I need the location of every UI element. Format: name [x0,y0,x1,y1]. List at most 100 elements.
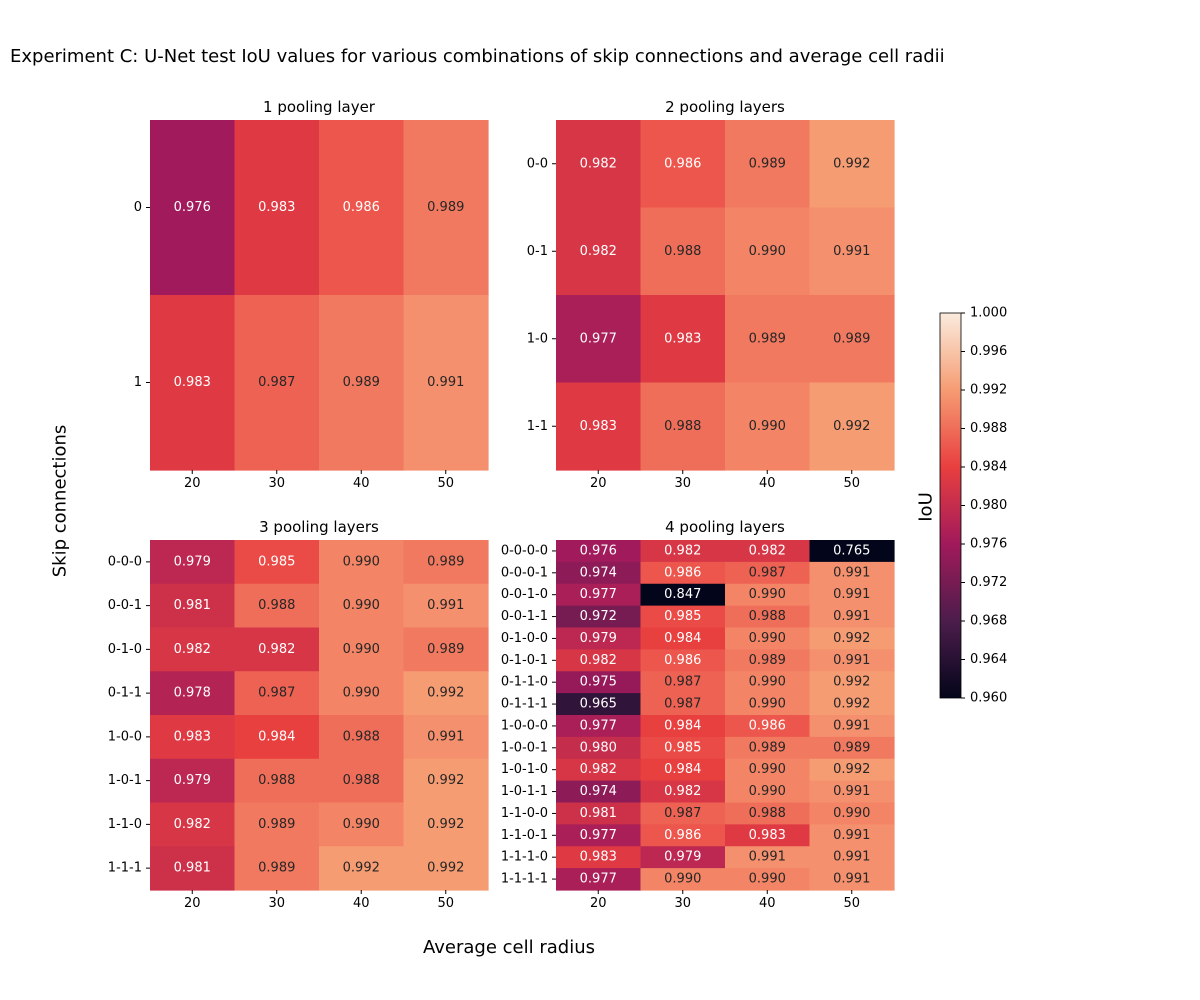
heatmap-cell [403,540,489,585]
y-tick-label: 1-0-1 [108,773,142,788]
cell-value-label: 0.989 [833,331,870,346]
x-tick-label: 50 [843,896,860,911]
heatmap-cell [809,295,895,384]
heatmap-cell [640,120,726,209]
cell-value-label: 0.987 [664,675,701,690]
heatmap-cell [234,627,320,672]
heatmap-panel: 1 pooling layer 0.976 0.983 0.986 0.989 0.983… [134,98,489,491]
heatmap-cell [640,846,726,869]
y-tick-label: 0-1-0 [108,642,142,657]
heatmap-cell [809,382,895,471]
x-tick-label: 40 [759,896,776,911]
cell-value-label: 0.988 [258,773,295,788]
heatmap-cell [234,802,320,847]
panel-title: 3 pooling layers [259,518,379,536]
heatmap-cell [319,758,405,804]
heatmap-cell [556,736,642,760]
cell-value-label: 0.992 [427,861,464,876]
heatmap-cell [319,540,405,585]
y-tick-label: 0-1-0-1 [501,653,548,668]
heatmap-cell [640,802,726,825]
heatmap-cell [640,758,726,782]
cell-value-label: 0.988 [664,244,701,259]
heatmap-cell [725,207,811,296]
cell-value-label: 0.990 [749,697,786,712]
heatmap-cell [725,295,811,384]
cell-value-label: 0.991 [833,828,870,843]
cell-value-label: 0.984 [664,631,701,646]
cell-value-label: 0.981 [174,598,211,613]
cell-value-label: 0.990 [749,784,786,799]
heatmap-cell [556,868,642,891]
heatmap-cell [556,802,642,825]
heatmap-cell [809,583,895,607]
x-tick-label: 30 [268,476,285,491]
heatmap-cell [809,671,895,694]
heatmap-cell [725,382,811,471]
heatmap-cell [640,295,726,384]
cell-value-label: 0.989 [749,653,786,668]
cell-value-label: 0.989 [749,740,786,755]
cell-value-label: 0.986 [749,718,786,733]
heatmap-cell [319,120,405,296]
heatmap-cell [725,868,811,891]
cell-value-label: 0.989 [749,331,786,346]
cell-value-label: 0.990 [343,686,380,701]
heatmap-cell [150,758,236,804]
heatmap-cell [725,605,811,629]
colorbar-tick-label: 0.984 [970,460,1007,475]
cell-value-label: 0.982 [258,642,295,657]
heatmap-cell [725,583,811,607]
heatmap-cell [234,715,320,760]
heatmap-cell [556,120,642,209]
heatmap-cell [234,671,320,716]
cell-value-label: 0.985 [664,740,701,755]
heatmap-cell [319,715,405,760]
heatmap-cell [809,561,895,585]
heatmap-cell [403,802,489,847]
heatmap-cell [556,583,642,607]
cell-value-label: 0.983 [174,375,211,390]
cell-value-label: 0.990 [833,806,870,821]
heatmap-cell [556,846,642,869]
heatmap-cell [150,540,236,585]
cell-value-label: 0.992 [833,762,870,777]
y-tick-label: 0-1-0-0 [501,631,548,646]
cell-value-label: 0.980 [580,740,617,755]
heatmap-cell [640,605,726,629]
cell-value-label: 0.989 [427,200,464,215]
colorbar-tick-label: 1.000 [970,306,1007,321]
heatmap-cell [403,671,489,716]
cell-value-label: 0.988 [343,729,380,744]
y-tick-label: 1-0-0 [108,729,142,744]
cell-value-label: 0.977 [580,587,617,602]
cell-value-label: 0.989 [427,642,464,657]
x-tick-label: 20 [184,476,201,491]
heatmap-cell [725,736,811,760]
cell-value-label: 0.976 [174,200,211,215]
heatmap-cell [640,736,726,760]
x-tick-label: 20 [590,476,607,491]
heatmap-cell [725,540,811,563]
heatmap-cell [319,583,405,629]
cell-value-label: 0.992 [833,419,870,434]
cell-value-label: 0.990 [749,872,786,887]
cell-value-label: 0.979 [580,631,617,646]
cell-value-label: 0.989 [833,740,870,755]
heatmap-cell [556,715,642,738]
heatmap-cell [725,120,811,209]
cell-value-label: 0.991 [833,609,870,624]
heatmap-cell [640,693,726,716]
cell-value-label: 0.991 [749,850,786,865]
heatmap-cell [234,540,320,585]
heatmap-cell [403,583,489,629]
heatmap-cell [556,540,642,563]
heatmap-cell [403,627,489,672]
cell-value-label: 0.982 [174,817,211,832]
cell-value-label: 0.965 [580,697,617,712]
heatmap-cell [809,649,895,672]
cell-value-label: 0.982 [580,653,617,668]
cell-value-label: 0.991 [427,375,464,390]
heatmap-cell [640,382,726,471]
